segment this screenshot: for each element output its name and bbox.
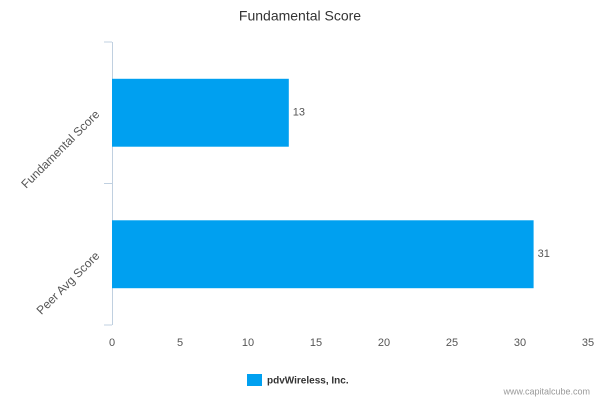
- credit: www.capitalcube.com: [502, 386, 590, 396]
- legend-swatch: [247, 374, 262, 386]
- x-tick-label: 5: [177, 337, 183, 349]
- x-tick-label: 25: [446, 337, 458, 349]
- legend-label: pdvWireless, Inc.: [267, 376, 349, 387]
- x-tick-label: 20: [378, 337, 390, 349]
- value-label: 31: [538, 248, 550, 260]
- x-tick-label: 10: [242, 337, 254, 349]
- y-tick-label: Peer Avg Score: [34, 248, 103, 317]
- bar: [112, 220, 534, 289]
- x-tick-label: 35: [582, 337, 594, 349]
- bar: [112, 78, 289, 147]
- value-label: 13: [293, 107, 305, 119]
- x-tick-label: 30: [514, 337, 526, 349]
- chart-title: Fundamental Score: [239, 8, 361, 24]
- x-tick-label: 0: [109, 337, 115, 349]
- x-tick-label: 15: [310, 337, 322, 349]
- y-tick-label: Fundamental Score: [18, 107, 102, 191]
